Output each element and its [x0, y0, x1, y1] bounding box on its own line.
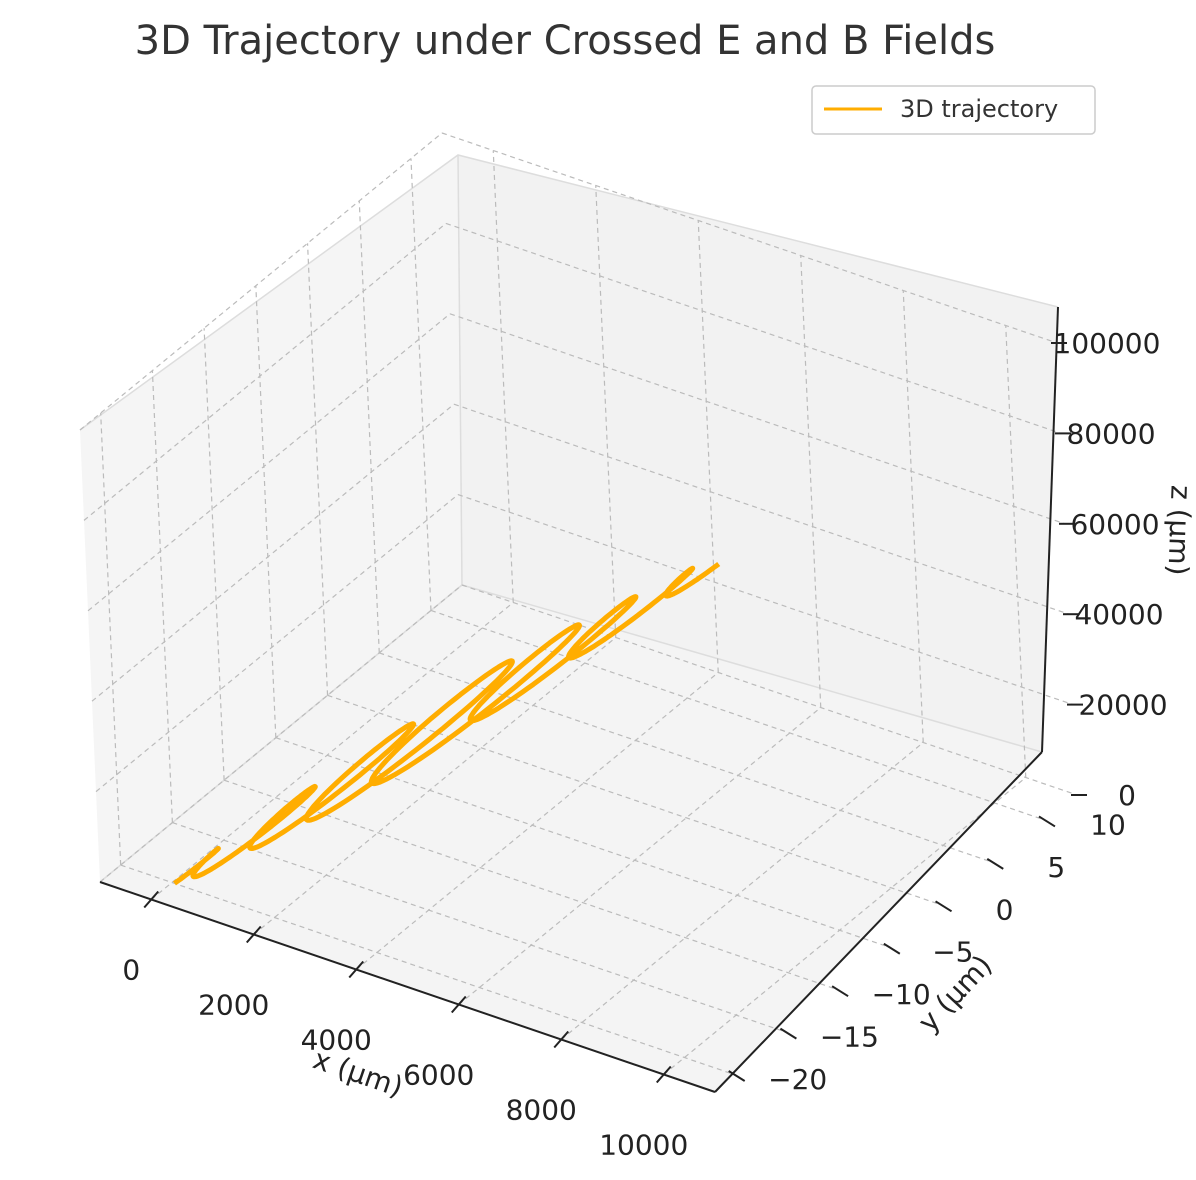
grid-line-floor-x [458, 707, 822, 1005]
x-tick [143, 890, 160, 909]
y-axis-line [714, 751, 1043, 1093]
z-tick-label: 0 [1118, 779, 1136, 812]
y-tick-label: −15 [820, 1021, 879, 1054]
chart-title: 3D Trajectory under Crossed E and B Fiel… [135, 18, 996, 64]
y-tick-label: 5 [1047, 851, 1065, 884]
grid-line-back-x [492, 150, 514, 603]
y-tick [986, 858, 1004, 870]
grid-line-back-z [457, 494, 1074, 706]
z-tick-label: 80000 [1066, 417, 1155, 450]
grid-line-left-y [100, 413, 122, 866]
x-tick [245, 925, 262, 944]
grid-line-floor-x [355, 672, 719, 970]
grid-line-floor-x [560, 742, 924, 1040]
x-tick [348, 960, 365, 979]
grid-line-floor-x [663, 777, 1027, 1075]
grid-line-left-y [151, 370, 173, 823]
grid-line-back-z [449, 313, 1066, 525]
grid-line-left-y [306, 243, 329, 696]
grid-line-left-z [95, 494, 459, 793]
y-tick [883, 942, 901, 955]
grid-line-back-z [453, 403, 1070, 615]
grid-line-left-z [91, 403, 455, 702]
x-axis-line [99, 881, 716, 1093]
grid-line-floor-y [327, 694, 943, 906]
grid-line-floor-x [253, 637, 617, 935]
x-tick-label: 4000 [301, 1024, 372, 1057]
trajectory-layer [173, 562, 721, 886]
grid-line-left-y [410, 158, 432, 611]
grid-line-floor-y [379, 652, 995, 864]
x-tick [553, 1030, 570, 1049]
grid-line-left-z [87, 313, 451, 612]
grid-line-floor-y [430, 609, 1047, 822]
grid-line-back-x [1005, 325, 1027, 778]
y-tick [935, 900, 953, 913]
z-axis-ticks: 0 20000 40000 60000 80000 100000 [1051, 327, 1168, 812]
x-tick-label: 6000 [403, 1059, 474, 1092]
y-tick [779, 1027, 797, 1040]
x-tick-label: 0 [122, 954, 140, 987]
y-tick [831, 985, 849, 998]
legend-box [811, 85, 1096, 135]
z-tick-label: 20000 [1078, 689, 1167, 722]
grid-line-back-z [441, 132, 1058, 344]
z-tick-label: 60000 [1070, 508, 1159, 541]
z-tick-label: 100000 [1054, 327, 1161, 360]
grid-line-floor-y [172, 822, 788, 1034]
legend: 3D trajectory [811, 85, 1096, 135]
grid-line-back-x [800, 255, 822, 708]
x-tick [450, 995, 467, 1014]
grid-line-floor-y [120, 864, 736, 1076]
x-tick-label: 8000 [506, 1094, 577, 1127]
grid-line-back-x [697, 220, 719, 673]
z-axis-line [1041, 306, 1059, 753]
grid-line-left-y [203, 328, 225, 781]
y-tick [728, 1070, 746, 1082]
y-tick-label: −10 [872, 978, 931, 1011]
back-pane [458, 155, 1058, 752]
z-tick-label: 40000 [1074, 598, 1163, 631]
z-axis-label: z (µm) [1161, 485, 1196, 577]
grid-line-left-y [358, 200, 380, 653]
floor-pane [100, 585, 1042, 1092]
x-tick [655, 1065, 672, 1084]
x-tick-label: 2000 [198, 989, 269, 1022]
y-tick-label: −20 [768, 1063, 827, 1096]
grid-line-back-z [445, 222, 1062, 434]
y-tick-label: 0 [996, 893, 1014, 926]
trajectory-line [173, 562, 721, 886]
legend-label: 3D trajectory [900, 95, 1058, 123]
y-tick-label: 10 [1090, 808, 1126, 841]
x-axis-ticks: 0 2000 4000 6000 8000 10000 [122, 890, 688, 1162]
grid-line-back-z [461, 584, 1078, 796]
y-tick [1038, 815, 1056, 828]
x-tick-label: 10000 [599, 1129, 688, 1162]
pane-edge-vertical [457, 154, 463, 586]
y-axis-ticks: −20 −15 −10−5 05 10 [728, 808, 1126, 1096]
grid-line-left-z [79, 132, 443, 431]
grid-lines [79, 132, 1078, 1076]
grid-line-back-x [595, 185, 617, 638]
grid-line-left-y [255, 285, 277, 738]
grid-line-back-x [902, 290, 924, 743]
grid-line-left-z [99, 584, 463, 883]
left-pane [80, 155, 462, 882]
grid-line-left-z [83, 222, 447, 521]
grid-line-floor-x [150, 602, 514, 900]
y-tick-label: −5 [932, 936, 973, 969]
